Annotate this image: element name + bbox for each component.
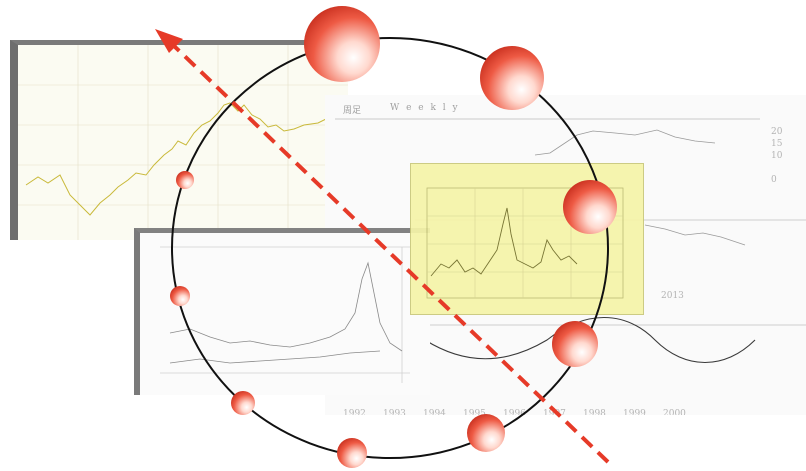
sphere-marker — [337, 438, 367, 468]
sphere-marker — [304, 6, 380, 82]
dashed-arrow-line — [170, 42, 610, 464]
panel-title: 周足 — [343, 106, 362, 116]
axis-year: 1994 — [423, 409, 446, 415]
sphere-marker — [176, 171, 194, 189]
arrow-head-icon — [155, 29, 183, 53]
axis-year: 2000 — [663, 409, 686, 415]
axis-year: 1999 — [623, 409, 646, 415]
axis-year: 1992 — [343, 409, 366, 415]
sphere-marker — [480, 46, 544, 110]
axis-year: 1996 — [503, 409, 526, 415]
sphere-marker — [231, 391, 255, 415]
axis-year: 1993 — [383, 409, 406, 415]
axis-tick: 10 — [771, 151, 783, 161]
axis-year: 1995 — [463, 409, 486, 415]
chart-panel-bottom-left — [134, 228, 430, 395]
axis-tick: 0 — [771, 175, 777, 185]
price-line-chart — [18, 45, 348, 240]
axis-tick: 15 — [771, 139, 783, 149]
sphere-marker — [552, 321, 598, 367]
cycle-ring — [171, 37, 609, 459]
sphere-marker — [467, 414, 505, 452]
panel-subtitle: W e e k l y — [390, 103, 460, 113]
panel-label-mid: 2013 — [661, 291, 684, 301]
axis-tick: 20 — [771, 127, 783, 137]
sphere-marker — [170, 286, 190, 306]
sphere-marker — [563, 180, 617, 234]
axis-year: 1998 — [583, 409, 606, 415]
highlighted-chart — [426, 187, 624, 299]
